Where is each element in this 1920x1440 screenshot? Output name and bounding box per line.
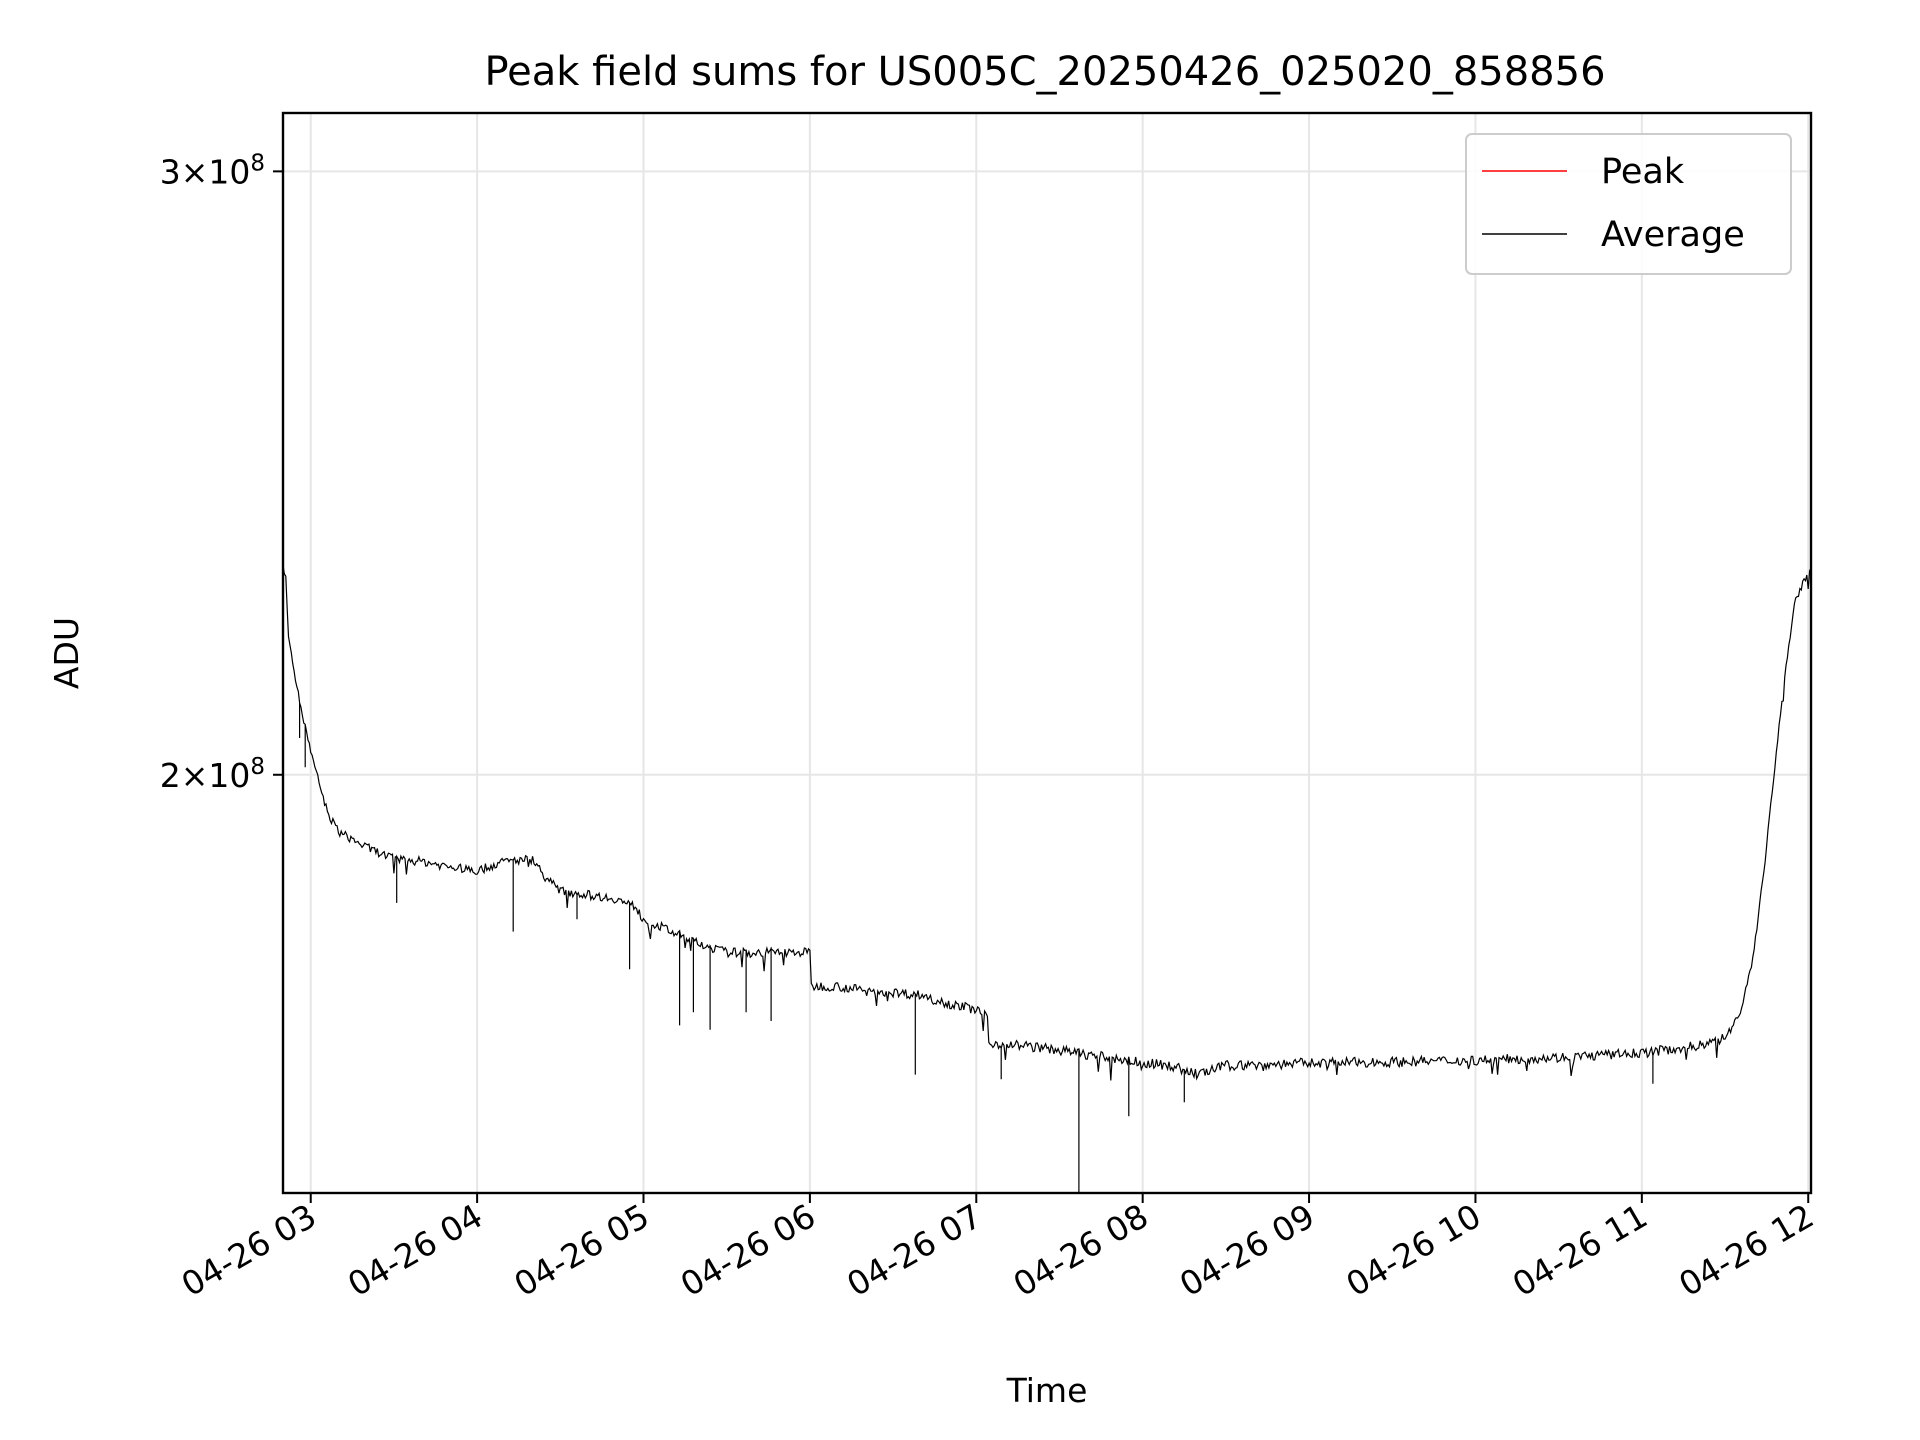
x-axis-label: Time xyxy=(1006,1371,1088,1410)
plot-area xyxy=(283,565,1811,1193)
series-layer xyxy=(283,565,1811,1193)
legend-box xyxy=(1465,133,1792,275)
legend-average-label: Average xyxy=(1601,215,1745,255)
y-tick-label: 2×108 xyxy=(160,754,265,795)
legend: Peak Average xyxy=(1465,133,1792,275)
y-axis-label: ADU xyxy=(47,617,86,689)
legend-peak-label: Peak xyxy=(1601,152,1685,192)
axes-frame xyxy=(281,111,1813,1195)
grid-lines xyxy=(283,113,1811,1193)
y-axis: 2×108 3×108 xyxy=(160,150,283,795)
average-series-line xyxy=(283,565,1811,1193)
chart-title: Peak field sums for US005C_20250426_0250… xyxy=(484,49,1605,95)
y-tick-label: 3×108 xyxy=(160,150,265,191)
